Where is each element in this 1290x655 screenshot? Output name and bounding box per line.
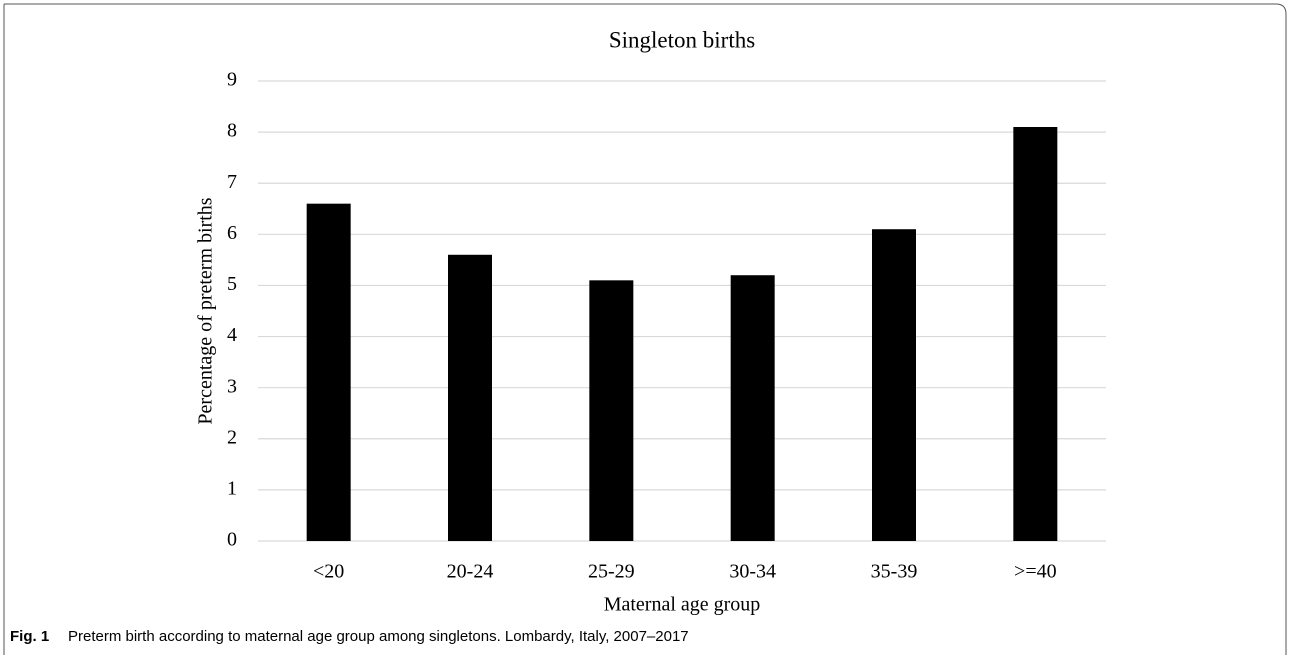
y-tick-label: 2 [227, 426, 237, 448]
bar [872, 229, 916, 541]
y-tick-label: 4 [227, 324, 237, 346]
y-tick-label: 9 [227, 69, 237, 91]
y-tick-label: 7 [227, 171, 237, 193]
y-tick-label: 8 [227, 120, 237, 142]
bar [589, 280, 634, 541]
y-tick-label: 6 [227, 222, 237, 244]
caption-text: Preterm birth according to maternal age … [68, 628, 689, 645]
x-axis-label: Maternal age group [604, 594, 761, 616]
figure-border [4, 3, 1287, 655]
bar [448, 254, 492, 541]
x-tick-label: 30-34 [729, 561, 776, 583]
x-tick-label: >=40 [1014, 561, 1057, 583]
x-tick-label: 25-29 [588, 561, 635, 583]
bar [1013, 127, 1058, 541]
x-tick-label: 20-24 [447, 561, 494, 583]
bar [306, 203, 351, 541]
y-tick-label: 1 [227, 477, 237, 499]
bar [730, 275, 775, 541]
y-axis-label: Percentage of preterm births [195, 197, 217, 424]
caption-label: Fig. 1 [10, 628, 49, 645]
x-tick-label: <20 [313, 561, 344, 583]
y-tick-label: 3 [227, 375, 237, 397]
y-tick-label: 0 [227, 529, 237, 551]
chart-title: Singleton births [609, 27, 755, 52]
y-tick-label: 5 [227, 273, 237, 295]
x-tick-label: 35-39 [871, 561, 918, 583]
